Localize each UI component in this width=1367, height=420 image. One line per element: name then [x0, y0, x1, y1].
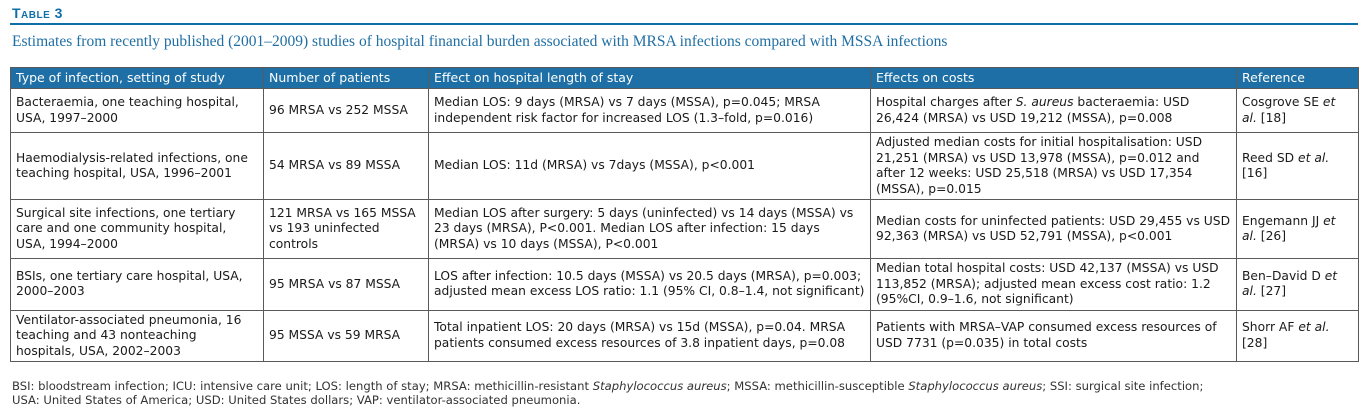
ref-author: Engemann JJ [1242, 213, 1324, 228]
column-header-costs: Effects on costs [870, 67, 1237, 89]
cell-type: BSIs, one tertiary care hospital, USA, 2… [10, 258, 264, 311]
column-header-los: Effect on hospital length of stay [428, 67, 871, 89]
costs-italic: S. aureus [1015, 95, 1074, 109]
table-footnote: BSI: bloodstream infection; ICU: intensi… [10, 379, 1358, 407]
cell-patients: 95 MRSA vs 87 MSSA [263, 258, 429, 311]
ref-author: Ben–David D [1242, 268, 1325, 283]
cell-reference: Cosgrove SE et al. [18] [1236, 88, 1359, 133]
cell-los: Median LOS: 9 days (MRSA) vs 7 days (MSS… [428, 88, 871, 133]
table-label: Table 3 [12, 5, 63, 21]
ref-number: [27] [1256, 284, 1287, 299]
ref-etal: et al. [1242, 268, 1338, 299]
cell-los: Total inpatient LOS: 20 days (MRSA) vs 1… [428, 309, 871, 362]
table-caption: Estimates from recently published (2001–… [12, 33, 948, 50]
cell-costs: Adjusted median costs for initial hospit… [870, 132, 1237, 200]
table-row: Ventilator-associated pneumonia, 16 teac… [10, 309, 1359, 362]
ref-author: Reed SD [1242, 150, 1299, 165]
data-table: Type of infection, setting of study Numb… [10, 67, 1359, 362]
footnote-text: ; MSSA: methicillin-susceptible [726, 379, 909, 393]
ref-number: [26] [1256, 229, 1287, 243]
cell-costs: Median costs for uninfected patients: US… [870, 199, 1237, 259]
costs-text: Patients with MRSA–VAP consumed excess r… [876, 320, 1217, 350]
cell-costs: Hospital charges after S. aureus bactera… [870, 88, 1237, 133]
ref-author: Cosgrove SE [1242, 95, 1323, 109]
title-rule [10, 23, 1358, 25]
table-row: Bacteraemia, one teaching hospital, USA,… [10, 88, 1359, 133]
table-figure: Table 3 Estimates from recently publishe… [10, 4, 1359, 407]
footnote-text: BSI: bloodstream infection; ICU: intensi… [12, 379, 593, 393]
ref-number: [16] [1242, 166, 1268, 180]
cell-reference: Shorr AF et al. [28] [1236, 309, 1359, 362]
cell-los: Median LOS: 11d (MRSA) vs 7days (MSSA), … [428, 132, 871, 200]
column-header-patients: Number of patients [263, 67, 429, 89]
cell-costs: Patients with MRSA–VAP consumed excess r… [870, 309, 1237, 362]
table-row: Surgical site infections, one tertiary c… [10, 199, 1359, 259]
ref-number: [18] [1256, 110, 1287, 125]
costs-text-cont: bacteraemia: USD 26,424 (MRSA) vs USD 19… [876, 95, 1190, 125]
header-row: Type of infection, setting of study Numb… [10, 67, 1359, 89]
table-row: Haemodialysis-related infections, one te… [10, 132, 1359, 200]
cell-reference: Reed SD et al. [16] [1236, 132, 1359, 200]
ref-etal: et al. [1242, 213, 1336, 244]
column-header-reference: Reference [1236, 67, 1359, 89]
cell-patients: 121 MRSA vs 165 MSSA vs 193 uninfected c… [263, 199, 429, 259]
costs-text: Hospital charges after [876, 95, 1016, 109]
costs-text: Adjusted median costs for initial hospit… [876, 135, 1203, 196]
footnote-italic: Staphylococcus aureus [592, 379, 727, 393]
cell-reference: Engemann JJ et al. [26] [1236, 199, 1359, 259]
cell-costs: Median total hospital costs: USD 42,137 … [870, 258, 1237, 311]
cell-los: LOS after infection: 10.5 days (MSSA) vs… [428, 258, 871, 311]
cell-type: Ventilator-associated pneumonia, 16 teac… [10, 309, 264, 362]
footnote-italic: Staphylococcus aureus [908, 379, 1043, 393]
cell-los: Median LOS after surgery: 5 days (uninfe… [428, 199, 871, 259]
cell-type: Haemodialysis-related infections, one te… [10, 132, 264, 200]
footnote-text: USA: United States of America; USD: Unit… [12, 393, 581, 407]
column-header-type: Type of infection, setting of study [10, 67, 264, 89]
cell-patients: 95 MSSA vs 59 MRSA [263, 309, 429, 362]
ref-number: [28] [1242, 335, 1268, 350]
costs-text: Median costs for uninfected patients: US… [876, 213, 1231, 244]
cell-type: Bacteraemia, one teaching hospital, USA,… [10, 88, 264, 133]
cell-patients: 96 MRSA vs 252 MSSA [263, 88, 429, 133]
cell-reference: Ben–David D et al. [27] [1236, 258, 1359, 311]
ref-etal: et al. [1242, 95, 1336, 125]
ref-author: Shorr AF [1242, 320, 1299, 335]
costs-text: Median total hospital costs: USD 42,137 … [876, 261, 1219, 306]
cell-patients: 54 MRSA vs 89 MSSA [263, 132, 429, 200]
ref-etal: et al. [1298, 150, 1330, 165]
footnote-text: ; SSI: surgical site infection; [1042, 379, 1204, 393]
cell-type: Surgical site infections, one tertiary c… [10, 199, 264, 259]
ref-etal: et al. [1298, 320, 1330, 335]
table-row: BSIs, one tertiary care hospital, USA, 2… [10, 258, 1359, 311]
